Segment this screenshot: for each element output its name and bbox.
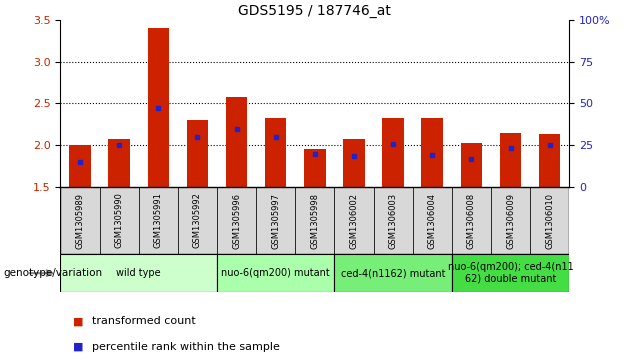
Bar bbox=[335, 187, 373, 254]
Bar bbox=[139, 187, 178, 254]
Text: wild type: wild type bbox=[116, 268, 161, 278]
Bar bbox=[148, 28, 169, 187]
Text: ■: ■ bbox=[73, 316, 84, 326]
Bar bbox=[265, 118, 286, 187]
Bar bbox=[108, 139, 130, 187]
Bar bbox=[304, 150, 326, 187]
Text: GSM1305998: GSM1305998 bbox=[310, 192, 319, 249]
Bar bbox=[217, 254, 335, 292]
Bar bbox=[382, 118, 404, 187]
Bar bbox=[539, 134, 560, 187]
Bar bbox=[178, 187, 217, 254]
Bar bbox=[422, 118, 443, 187]
Bar bbox=[413, 187, 452, 254]
Text: genotype/variation: genotype/variation bbox=[3, 268, 102, 278]
Bar bbox=[60, 254, 217, 292]
Bar bbox=[217, 187, 256, 254]
Text: GSM1305989: GSM1305989 bbox=[76, 192, 85, 249]
Bar bbox=[530, 187, 569, 254]
Bar bbox=[460, 143, 482, 187]
Text: GSM1306004: GSM1306004 bbox=[428, 192, 437, 249]
Text: GSM1305991: GSM1305991 bbox=[154, 193, 163, 248]
Bar bbox=[452, 254, 569, 292]
Text: GSM1306008: GSM1306008 bbox=[467, 192, 476, 249]
Text: GSM1306009: GSM1306009 bbox=[506, 192, 515, 249]
Text: transformed count: transformed count bbox=[92, 316, 196, 326]
Bar bbox=[343, 139, 364, 187]
Text: ced-4(n1162) mutant: ced-4(n1162) mutant bbox=[341, 268, 445, 278]
Bar bbox=[256, 187, 295, 254]
Text: GSM1305992: GSM1305992 bbox=[193, 193, 202, 248]
Bar bbox=[335, 254, 452, 292]
Bar bbox=[373, 187, 413, 254]
Bar bbox=[295, 187, 335, 254]
Text: GSM1305990: GSM1305990 bbox=[114, 193, 123, 248]
Text: GSM1305996: GSM1305996 bbox=[232, 192, 241, 249]
Text: GSM1306003: GSM1306003 bbox=[389, 192, 398, 249]
Bar bbox=[60, 187, 100, 254]
Bar bbox=[452, 187, 491, 254]
Text: percentile rank within the sample: percentile rank within the sample bbox=[92, 342, 280, 352]
Title: GDS5195 / 187746_at: GDS5195 / 187746_at bbox=[238, 4, 391, 17]
Bar bbox=[500, 133, 522, 187]
Bar bbox=[491, 187, 530, 254]
Bar bbox=[226, 97, 247, 187]
Bar bbox=[100, 187, 139, 254]
Text: ■: ■ bbox=[73, 342, 84, 352]
Text: nuo-6(qm200) mutant: nuo-6(qm200) mutant bbox=[221, 268, 330, 278]
Text: GSM1306010: GSM1306010 bbox=[545, 192, 554, 249]
Bar bbox=[69, 145, 91, 187]
Text: nuo-6(qm200); ced-4(n11
62) double mutant: nuo-6(qm200); ced-4(n11 62) double mutan… bbox=[448, 262, 574, 284]
Text: GSM1306002: GSM1306002 bbox=[349, 192, 359, 249]
Text: GSM1305997: GSM1305997 bbox=[271, 192, 280, 249]
Bar bbox=[186, 120, 208, 187]
